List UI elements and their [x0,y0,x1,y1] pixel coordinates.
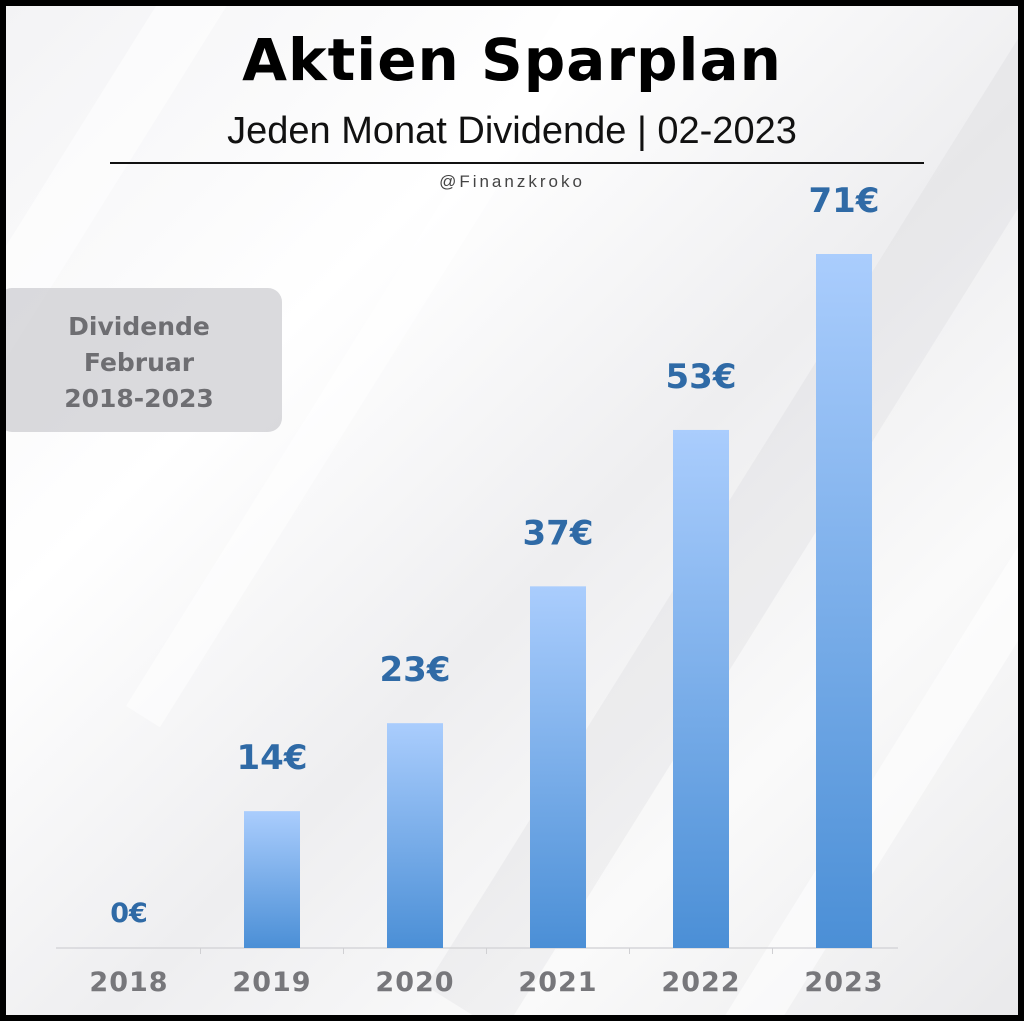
data-label-2019: 14€ [237,738,308,778]
info-line-2: Februar [83,348,195,377]
bar-2023 [816,254,872,948]
x-tick-label-2021: 2021 [518,967,597,998]
info-box: Dividende Februar 2018-2023 [6,288,282,432]
chart-canvas: Aktien Sparplan Jeden Monat Dividende | … [6,6,1018,1015]
x-tick-label-2022: 2022 [661,967,740,998]
chart-title: Aktien Sparplan [242,26,782,94]
info-line-1: Dividende [68,312,210,341]
chart-subtitle: Jeden Monat Dividende | 02-2023 [227,110,797,152]
data-label-2021: 37€ [523,513,594,553]
bar-chart: 0€ 2018 14€ 2019 23€ 2020 37€ 2021 53€ 2022 71€ 202… [56,181,898,998]
data-label-2018: 0€ [110,898,148,929]
data-label-2023: 71€ [809,181,880,221]
author-handle: @Finanzkroko [439,172,585,191]
title-divider [110,162,924,164]
bar-2022 [673,429,729,948]
x-tick-label-2023: 2023 [804,967,883,998]
bar-2020 [387,723,443,948]
info-line-3: 2018-2023 [64,384,214,413]
data-label-2020: 23€ [380,650,451,690]
x-tick-label-2020: 2020 [375,967,454,998]
x-tick-label-2018: 2018 [89,967,168,998]
data-label-2022: 53€ [666,357,737,397]
bar-2019 [244,811,300,948]
x-tick-label-2019: 2019 [232,967,311,998]
bar-2021 [530,586,586,948]
